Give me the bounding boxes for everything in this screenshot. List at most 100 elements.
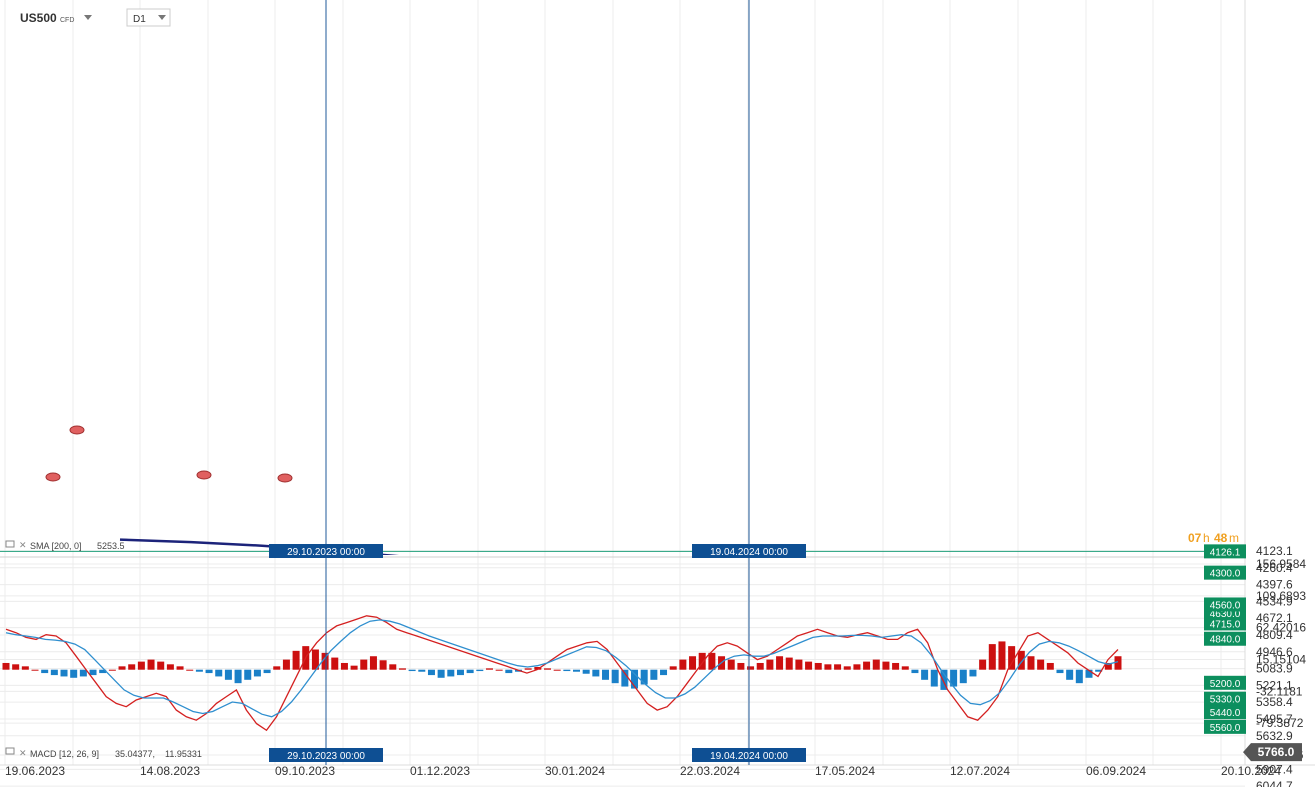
macd-bar-up xyxy=(321,652,329,670)
candle-up xyxy=(995,734,1001,735)
candle-down xyxy=(402,629,408,630)
vertical-marker-label: 19.04.2024 00:00 xyxy=(710,751,788,762)
remove-icon[interactable]: ✕ xyxy=(19,540,27,550)
macd-bar-up xyxy=(1104,662,1112,670)
time-tick-label: 01.12.2023 xyxy=(410,764,470,778)
macd-bar-up xyxy=(2,662,10,670)
macd-bar-up xyxy=(708,652,716,670)
macd-bar-down xyxy=(969,669,977,677)
macd-bar-down xyxy=(263,669,271,674)
macd-bar-up xyxy=(12,664,20,670)
macd-bar-up xyxy=(292,650,300,670)
level-tag-label: 4560.0 xyxy=(1210,600,1241,611)
price-tick-label: 4946.6 xyxy=(1256,645,1293,659)
level-tag xyxy=(1204,691,1246,706)
candle-down xyxy=(91,593,97,594)
candle-up xyxy=(343,609,349,610)
candle-down xyxy=(1024,732,1030,733)
macd-bar-down xyxy=(921,669,929,680)
macd-bar-up xyxy=(369,656,377,670)
candle-up xyxy=(1005,737,1011,738)
macd-bar-up xyxy=(863,661,871,670)
candle-up xyxy=(256,560,262,561)
level-tag xyxy=(1204,719,1246,734)
chevron-down-icon[interactable] xyxy=(84,15,92,20)
timeframe-selector[interactable] xyxy=(126,8,171,27)
macd-bar-up xyxy=(689,656,697,670)
candle-up xyxy=(373,633,379,634)
candle-down xyxy=(246,559,252,560)
candle-up xyxy=(791,726,797,727)
macd-bar-down xyxy=(205,669,213,674)
macd-bar-down xyxy=(234,669,242,684)
macd-bar-up xyxy=(988,644,996,670)
candle-down xyxy=(236,562,242,563)
macd-tick-label: -79.3872 xyxy=(1256,716,1304,730)
macd-remove-icon[interactable]: ✕ xyxy=(19,748,27,758)
macd-bar-up xyxy=(669,666,677,670)
macd-bar-up xyxy=(805,661,813,670)
macd-bar-up xyxy=(31,669,39,671)
macd-bar-down xyxy=(456,669,464,676)
timeframe-chevron-icon[interactable] xyxy=(158,15,166,20)
candle-down xyxy=(606,680,612,681)
candle-up xyxy=(781,720,787,721)
macd-bar-down xyxy=(631,669,639,689)
macd-bar-up xyxy=(834,664,842,670)
macd-bar-up xyxy=(872,659,880,670)
candle-up xyxy=(733,695,739,696)
macd-settings-icon[interactable] xyxy=(5,747,15,755)
level-tag-label: 5440.0 xyxy=(1210,708,1241,719)
price-tick-label: 5495.7 xyxy=(1256,712,1293,726)
macd-tick-label: 15.15104 xyxy=(1256,653,1306,667)
macd-bar-down xyxy=(1085,669,1093,678)
macd-bar-up xyxy=(1037,659,1045,670)
macd-bar-down xyxy=(41,669,49,674)
candle-down xyxy=(859,728,865,729)
price-tick-label: 4672.1 xyxy=(1256,611,1293,625)
vertical-markers: 29.10.2023 00:00 29.10.2023 00:00 19.04.20… xyxy=(269,0,806,765)
macd-bar-up xyxy=(727,659,735,670)
macd-bar-up xyxy=(1046,662,1054,670)
vertical-marker-tag xyxy=(692,544,806,558)
level-tag xyxy=(1204,705,1246,720)
candle-down xyxy=(61,608,67,609)
candle-up xyxy=(120,598,126,599)
macd-bar-down xyxy=(437,669,445,678)
settings-icon[interactable] xyxy=(5,540,15,548)
price-tick-label: 5358.4 xyxy=(1256,695,1293,709)
candle-up xyxy=(314,602,320,603)
macd-legend: ✕ MACD [12, 26, 9] 35.04377, 11.95331 xyxy=(5,747,202,759)
candle-up xyxy=(450,646,456,647)
macd-bar-down xyxy=(1056,669,1064,674)
macd-bar-down xyxy=(1095,669,1103,672)
macd-bar-up xyxy=(186,669,194,671)
macd-bar-down xyxy=(1066,669,1074,680)
candle-down xyxy=(129,598,135,599)
candle-up xyxy=(52,608,58,609)
candle-down xyxy=(888,707,894,708)
macd-pane xyxy=(2,615,1122,732)
level-tag xyxy=(1204,597,1246,612)
time-tick-label: 30.01.2024 xyxy=(545,764,605,778)
macd-bar-down xyxy=(253,669,261,677)
macd-bar-down xyxy=(418,669,426,672)
macd-bar-up xyxy=(340,662,348,670)
macd-bar-up xyxy=(157,661,165,670)
macd-bar-down xyxy=(50,669,58,676)
symbol-label[interactable]: US500 xyxy=(20,11,57,25)
macd-bar-up xyxy=(679,659,687,670)
level-tag-label: 4300.0 xyxy=(1210,569,1241,580)
level-tag-label: 4630.0 xyxy=(1210,609,1241,620)
macd-bar-up xyxy=(282,659,290,670)
time-tick-label: 09.10.2023 xyxy=(275,764,335,778)
countdown-minutes: 48 xyxy=(1214,531,1228,545)
macd-bar-up xyxy=(1027,656,1035,670)
candle-up xyxy=(986,732,992,733)
macd-bar-up xyxy=(795,659,803,670)
countdown-minutes-unit: m xyxy=(1229,531,1239,545)
current-price-label: 5766.0 xyxy=(1258,745,1295,759)
macd-bar-up xyxy=(853,664,861,670)
level-tag-label: 5200.0 xyxy=(1210,679,1241,690)
